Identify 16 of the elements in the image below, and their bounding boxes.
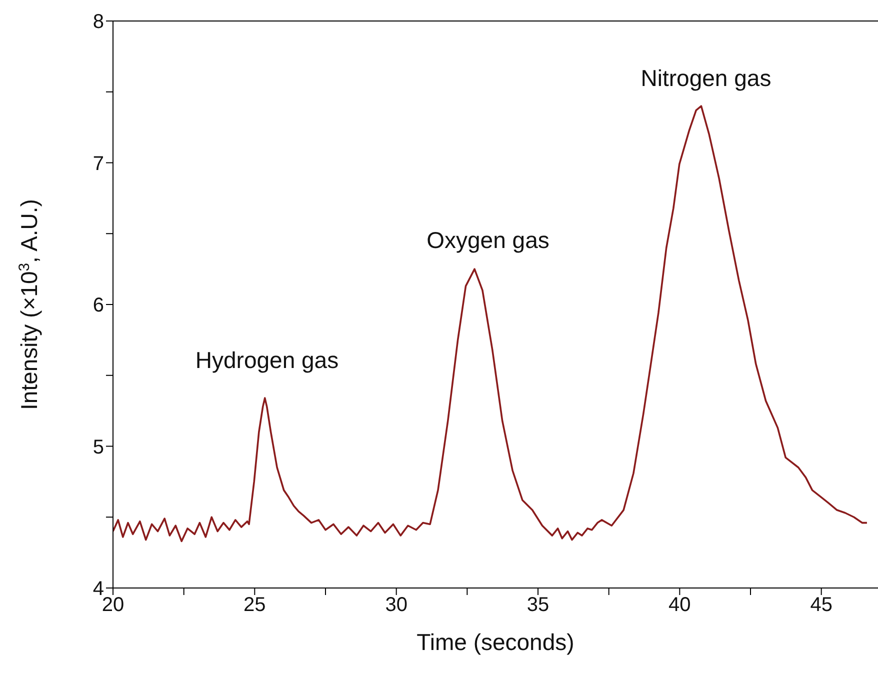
- annotation: Nitrogen gas: [640, 65, 772, 91]
- x-tick-label: 40: [668, 594, 691, 616]
- line-series: [113, 105, 868, 542]
- annotation: Hydrogen gas: [195, 347, 339, 373]
- y-tick-label: 5: [92, 436, 104, 458]
- y-tick-label: 6: [92, 294, 104, 317]
- x-tick-label: 30: [385, 594, 408, 616]
- y-tick-label: 8: [92, 11, 104, 34]
- annotation: Oxygen gas: [426, 227, 550, 253]
- x-tick-label: 20: [102, 594, 124, 616]
- y-tick-label: 7: [92, 152, 104, 175]
- x-tick-label: 25: [244, 594, 266, 616]
- x-axis-title: Time (seconds): [416, 629, 574, 655]
- x-tick-label: 45: [810, 594, 832, 616]
- x-tick-label: 35: [526, 594, 550, 616]
- y-tick-label: 4: [92, 578, 104, 600]
